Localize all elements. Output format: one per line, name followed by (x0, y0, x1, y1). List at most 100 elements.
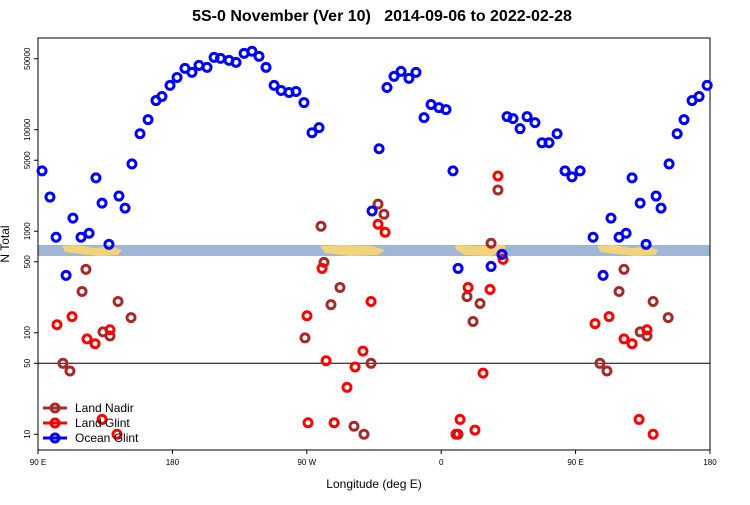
point (626, 338, 638, 350)
point (142, 114, 154, 126)
y-tick-label: 5000 (23, 151, 32, 169)
point (246, 45, 258, 57)
point (381, 81, 393, 93)
point (334, 282, 346, 294)
legend-marker (49, 432, 61, 444)
point (268, 79, 280, 91)
y-tick-label: 10 (23, 429, 32, 438)
point (469, 424, 481, 436)
point (313, 122, 325, 134)
point (492, 184, 504, 196)
point (126, 158, 138, 170)
point (298, 97, 310, 109)
point (452, 262, 464, 274)
point (461, 291, 473, 303)
point (164, 79, 176, 91)
point (521, 111, 533, 123)
point (36, 165, 48, 177)
y-axis-label: N Total (0, 225, 12, 262)
point (301, 310, 313, 322)
point (76, 285, 88, 297)
point (410, 66, 422, 78)
point (566, 171, 578, 183)
point (186, 66, 198, 78)
y-tick-label: 50000 (23, 47, 32, 70)
point (529, 117, 541, 129)
point (454, 413, 466, 425)
point (302, 417, 314, 429)
point (320, 355, 332, 367)
point (103, 238, 115, 250)
point (90, 172, 102, 184)
point (603, 311, 615, 323)
point (306, 127, 318, 139)
point (44, 191, 56, 203)
point (447, 165, 459, 177)
point (89, 338, 101, 350)
point (60, 269, 72, 281)
point (678, 114, 690, 126)
point (348, 420, 360, 432)
point (647, 296, 659, 308)
point (693, 90, 705, 102)
point (365, 357, 377, 369)
point (462, 282, 474, 294)
point (574, 165, 586, 177)
point (366, 205, 378, 217)
point (395, 65, 407, 77)
x-tick-label: 90 E (567, 458, 583, 467)
x-tick-label: 90 E (30, 458, 46, 467)
point (589, 318, 601, 330)
point (83, 227, 95, 239)
point (440, 104, 452, 116)
point (484, 283, 496, 295)
point (543, 137, 555, 149)
point (474, 298, 486, 310)
x-tick-label: 180 (166, 458, 180, 467)
point (492, 170, 504, 182)
point (325, 299, 337, 311)
point (594, 357, 606, 369)
chart-title: 5S-0 November (Ver 10) 2014-09-06 to 202… (192, 8, 572, 25)
point (125, 312, 137, 324)
point (230, 56, 242, 68)
point (507, 113, 519, 125)
point (80, 263, 92, 275)
point (477, 367, 489, 379)
point (551, 128, 563, 140)
point (388, 70, 400, 82)
point (634, 197, 646, 209)
point (626, 172, 638, 184)
point (253, 50, 265, 62)
point (496, 248, 508, 260)
point (633, 413, 645, 425)
point (647, 428, 659, 440)
point (618, 263, 630, 275)
point (373, 143, 385, 155)
point (613, 285, 625, 297)
point (290, 86, 302, 98)
point (379, 226, 391, 238)
y-tick-label: 100 (23, 326, 32, 340)
legend-label: Land Nadir (75, 401, 134, 415)
point (315, 220, 327, 232)
legend-label: Land Glint (75, 416, 130, 430)
point (96, 197, 108, 209)
point (485, 260, 497, 272)
x-tick-label: 90 W (297, 458, 316, 467)
point (96, 413, 108, 425)
point (171, 71, 183, 83)
point (358, 428, 370, 440)
point (64, 365, 76, 377)
x-axis-label: Longitude (deg E) (326, 477, 421, 491)
point (403, 72, 415, 84)
point (641, 330, 653, 342)
point (66, 311, 78, 323)
point (559, 165, 571, 177)
point (299, 332, 311, 344)
point (655, 202, 667, 214)
x-tick-label: 0 (439, 458, 444, 467)
y-tick-label: 1000 (23, 222, 32, 240)
point (357, 345, 369, 357)
